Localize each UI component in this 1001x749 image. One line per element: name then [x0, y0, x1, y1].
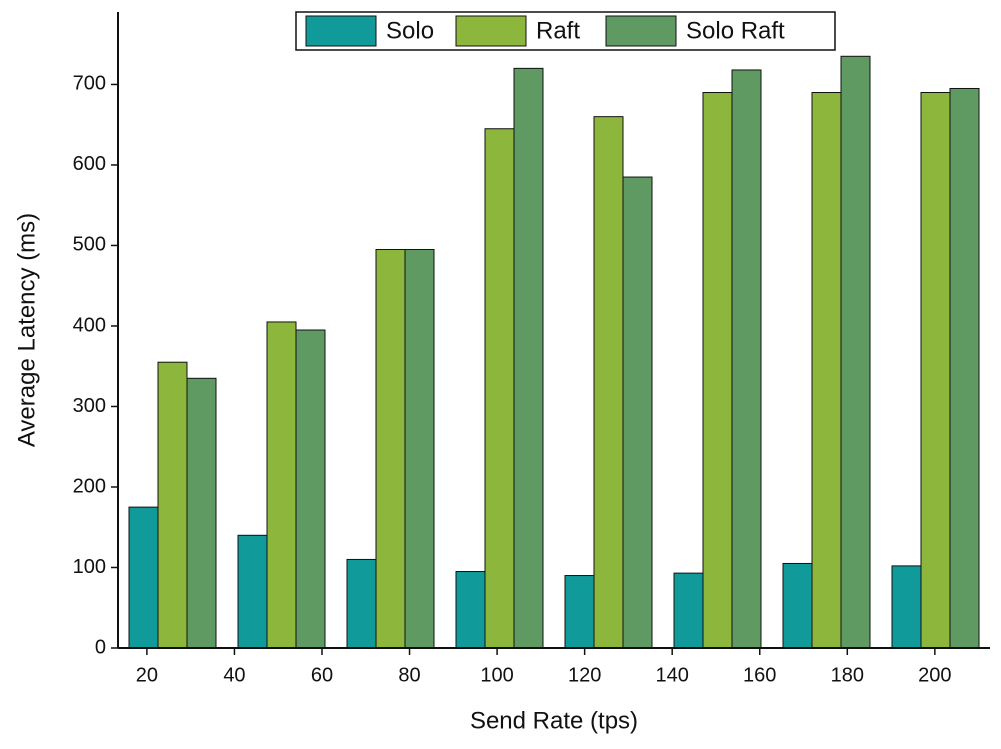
x-tick-label: 40 [223, 664, 245, 686]
x-axis-title: Send Rate (tps) [470, 707, 638, 734]
bar [186, 377, 217, 649]
x-tick-label: 180 [831, 664, 864, 686]
y-tick-label: 700 [73, 73, 106, 95]
bar [782, 562, 813, 649]
bar [455, 571, 486, 649]
y-tick-label: 300 [73, 395, 106, 417]
x-tick-label: 160 [743, 664, 776, 686]
bar [266, 321, 297, 649]
y-tick-label: 600 [73, 153, 106, 175]
y-tick-label: 200 [73, 475, 106, 497]
legend-label: Solo [386, 17, 434, 44]
legend-swatch [455, 15, 527, 47]
legend-swatch [305, 15, 377, 47]
bar [920, 92, 951, 649]
bar [295, 329, 326, 649]
bar [346, 558, 377, 649]
x-tick-label: 20 [136, 664, 158, 686]
bar [564, 575, 595, 649]
x-tick-label: 200 [918, 664, 951, 686]
bar [840, 55, 871, 649]
bar [593, 116, 624, 649]
bar [157, 361, 188, 649]
bar [484, 128, 515, 649]
y-tick-label: 0 [95, 636, 106, 658]
legend-box [295, 11, 836, 51]
bar [375, 248, 406, 649]
x-tick-label: 80 [398, 664, 420, 686]
bar [622, 176, 653, 649]
bar [404, 248, 435, 649]
legend-label: Raft [536, 17, 580, 44]
bar [513, 67, 544, 649]
x-tick-label: 100 [480, 664, 513, 686]
legend-swatch [605, 15, 677, 47]
y-tick-label: 500 [73, 234, 106, 256]
y-tick-label: 100 [73, 556, 106, 578]
bar [673, 572, 704, 649]
bar [949, 87, 980, 649]
bar [237, 534, 268, 649]
y-tick-label: 400 [73, 314, 106, 336]
x-tick-label: 140 [656, 664, 689, 686]
legend-label: Solo Raft [686, 17, 785, 44]
bar [811, 92, 842, 649]
bar [731, 69, 762, 649]
x-tick-label: 60 [311, 664, 333, 686]
bar [702, 92, 733, 649]
bar [128, 506, 159, 649]
y-axis-title: Average Latency (ms) [13, 213, 40, 447]
x-tick-label: 120 [568, 664, 601, 686]
bar [891, 565, 922, 649]
